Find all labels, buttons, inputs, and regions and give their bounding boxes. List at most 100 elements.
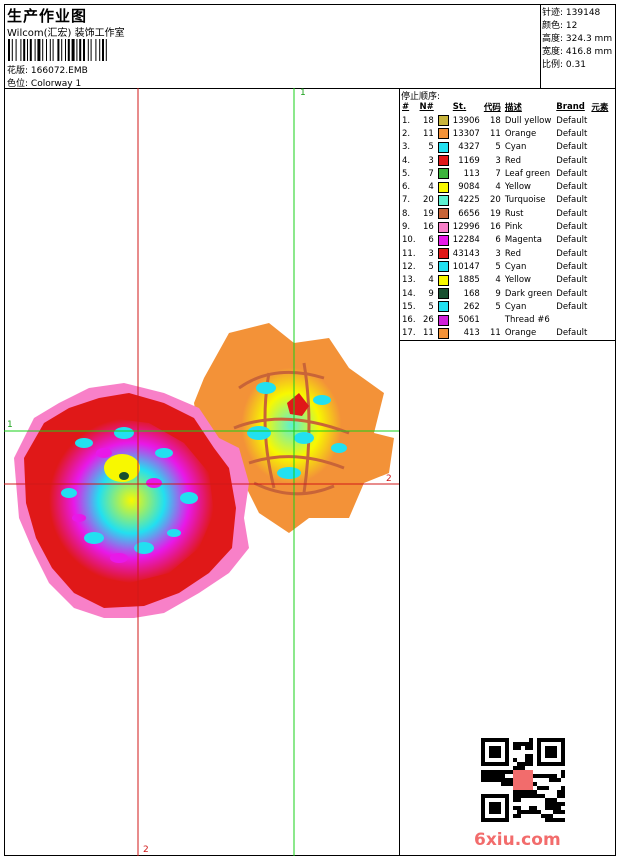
row-description: Pink [504,222,523,233]
row-element [589,180,610,193]
row-description: Dark green [504,288,553,299]
row-needle: 9 [428,288,434,299]
row-needle: 16 [422,222,434,233]
row-needle: 5 [428,261,434,272]
row-color-swatch [436,247,451,260]
color-swatch [437,288,449,299]
table-row: 17. 11 413 11 Orange Default [400,327,610,340]
color-swatch [437,168,449,180]
table-row: 4. 3 1169 3 Red Default [400,154,610,167]
row-stitches: 13307 [452,128,480,139]
row-brand: Default [556,222,588,233]
row-description: Leaf green [504,168,551,179]
row-brand: Default [556,128,588,139]
stop-sequence-title: 停止顺序: [401,92,441,102]
row-code: 9 [495,288,501,299]
row-index: 1. [402,115,411,126]
company-name: Wilcom(汇宏) 装饰工作室 [7,28,125,39]
row-description: Cyan [504,142,527,153]
row-color-swatch [436,114,451,127]
row-description: Yellow [504,182,532,193]
row-needle: 19 [422,208,434,219]
row-description: Turquoise [504,195,546,206]
row-needle: 6 [428,235,434,246]
design-canvas: 1 1 2 2 [4,88,400,856]
row-stitches: 6656 [458,208,480,219]
row-brand: Default [556,301,588,312]
row-element [589,154,610,167]
col-header-index: # [402,102,410,112]
row-brand: Default [556,115,588,126]
row-element [589,300,610,313]
page-title: 生产作业图 [7,7,88,25]
row-needle: 11 [422,328,434,339]
row-brand: Default [556,288,588,299]
color-swatch [437,248,449,260]
table-row: 8. 19 6656 19 Rust Default [400,207,610,220]
color-swatch [437,221,449,233]
barcode [8,39,107,61]
row-color-swatch [436,300,451,313]
row-brand: Default [556,208,588,219]
color-swatch [437,194,449,206]
row-brand: Default [556,248,588,259]
row-brand: Default [556,328,588,339]
row-element [589,127,610,140]
row-code: 5 [495,301,501,312]
color-swatch [437,155,449,167]
axis-label-bottom: 2 [143,845,149,855]
color-swatch [437,274,449,286]
color-swatch [437,261,449,273]
table-row: 14. 9 168 9 Dark green Default [400,287,610,300]
design-file-value: 166072.EMB [30,66,88,76]
row-index: 2. [402,128,411,139]
row-element [589,194,610,207]
row-needle: 3 [428,155,434,166]
table-header-row: # N# St. 代码 描述 Brand 元素 [400,100,610,114]
table-row: 11. 3 43143 3 Red Default [400,247,610,260]
row-code: 18 [490,115,501,126]
row-index: 6. [402,182,411,193]
row-needle: 7 [428,168,434,179]
row-color-swatch [436,327,451,340]
row-stitches: 262 [463,301,480,312]
color-swatch [437,115,449,127]
row-brand: Default [556,195,588,206]
table-row: 6. 4 9084 4 Yellow Default [400,180,610,193]
row-brand: Default [556,182,588,193]
row-index: 16. [402,315,416,326]
axis-label-top: 1 [300,88,306,98]
embroidery-preview [4,88,399,856]
row-description: Magenta [504,235,542,246]
row-color-swatch [436,167,451,180]
page-frame [4,4,616,856]
col-header-brand: Brand [556,102,585,112]
row-code: 16 [490,222,501,233]
row-index: 8. [402,208,411,219]
row-index: 4. [402,155,411,166]
row-brand: Default [556,142,588,153]
header-panel: 生产作业图 Wilcom(汇宏) 装饰工作室 花版: 166072.EMB 色位… [4,4,541,89]
row-stitches: 9084 [458,182,480,193]
stat-width: 宽度: 416.8 mm [542,47,613,57]
table-row: 16. 26 5061 Thread #6 [400,313,610,326]
row-needle: 18 [422,115,434,126]
row-stitches: 4225 [458,195,480,206]
row-description: Cyan [504,261,527,272]
table-row: 2. 11 13307 11 Orange Default [400,127,610,140]
table-row: 5. 7 113 7 Leaf green Default [400,167,610,180]
col-header-code: 代码 [483,103,501,113]
row-index: 11. [402,248,416,259]
row-stitches: 13906 [452,115,480,126]
color-swatch [437,327,449,339]
row-color-swatch [436,194,451,207]
row-needle: 4 [428,182,434,193]
row-stitches: 1169 [458,155,480,166]
peony-left [14,383,249,618]
row-description: Yellow [504,275,532,286]
row-needle: 3 [428,248,434,259]
row-element [589,167,610,180]
row-brand: Default [556,168,588,179]
row-needle: 26 [422,315,434,326]
row-code: 6 [495,235,501,246]
